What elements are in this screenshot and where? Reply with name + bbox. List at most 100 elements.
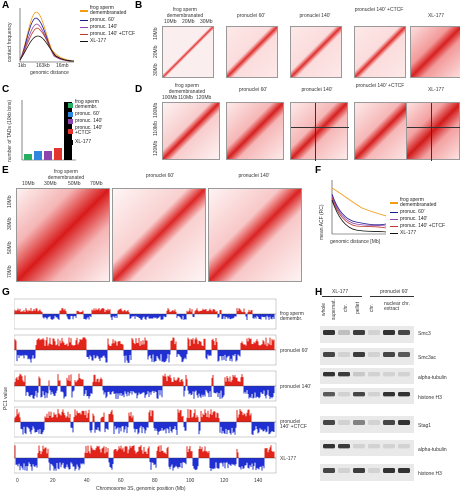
bar-0 bbox=[24, 154, 32, 160]
panel-e-ytick: 30Mb bbox=[7, 217, 13, 230]
panel-label-a: A bbox=[2, 0, 10, 11]
panel-b: frog sperm demembranated pronuclei 60' p… bbox=[140, 0, 460, 82]
panel-f-ylabel: mean ACF (RC) bbox=[319, 204, 325, 240]
panel-e-heatmap-pronuc-140 bbox=[208, 188, 302, 282]
panel-e-title-2: pronuclei 140' bbox=[238, 173, 270, 179]
panel-a-xlabel: genomic distance bbox=[30, 70, 69, 76]
panel-f-legend-item: pronuc. 140' bbox=[390, 217, 427, 222]
panel-h: XL-177 pronuclei 60' whole supernat. chr… bbox=[318, 290, 460, 500]
panel-d-xtick: 100Mb bbox=[162, 95, 178, 101]
panel-e-heatmap-frog-sperm bbox=[16, 188, 110, 282]
panel-b-heatmap-xl177 bbox=[410, 26, 460, 78]
acf-pronuc-60 bbox=[331, 193, 387, 226]
panel-h-row-h3: histone H3 bbox=[418, 395, 442, 401]
panel-a-legend-item: pronuc. 60' bbox=[80, 18, 115, 23]
panel-c-legend-item: XL-177 bbox=[68, 140, 91, 145]
panel-f-legend-item: pronuc. 140' +CTCF bbox=[390, 224, 445, 229]
panel-d-ytick: 120Mb bbox=[153, 140, 159, 156]
panel-label-d: D bbox=[135, 84, 143, 95]
panel-d-title-0: frog sperm demembranated bbox=[168, 83, 206, 95]
panel-d-heatmap-pronuc-140-ctcf bbox=[354, 102, 412, 160]
panel-f-legend-item: XL-177 bbox=[390, 231, 416, 236]
panel-h-col-2: chr. bbox=[343, 303, 349, 312]
panel-g-track-label-4: XL-177 bbox=[280, 456, 297, 462]
panel-a: contact frequency 1kb 163kb 16mb genomic… bbox=[0, 0, 135, 82]
bar-1 bbox=[34, 151, 42, 160]
bar-2 bbox=[44, 151, 52, 160]
panel-a-legend-item: XL-177 bbox=[80, 39, 106, 44]
panel-g: PC1 value frog sperm demembr. pronuclei … bbox=[0, 290, 312, 500]
panel-a-legend-item: frog sperm demembranated bbox=[80, 6, 132, 16]
panel-b-heatmap-pronuc-140 bbox=[290, 26, 342, 78]
bar-3 bbox=[54, 148, 62, 160]
panel-d-heatmap-pronuc-60 bbox=[226, 102, 284, 160]
panel-c: number of TADs (10kb bins) frog sperm de… bbox=[0, 84, 134, 164]
panel-d-xtick: 110Mb bbox=[178, 95, 193, 101]
panel-g-xlabel: Chromosome 3S, genomic position (Mb) bbox=[96, 486, 186, 492]
panel-g-xtick: 20 bbox=[50, 478, 56, 484]
panel-a-plot bbox=[19, 8, 75, 63]
panel-h-row-tubulin: alpha-tubulin bbox=[418, 375, 447, 381]
panel-b-ytick: 10Mb bbox=[153, 27, 159, 40]
panel-b-title-3: pronuclei 140' +CTCF bbox=[354, 7, 404, 13]
panel-e-title-0: frog sperm demembranated bbox=[47, 169, 85, 181]
panel-h-col-1: supernat. bbox=[331, 299, 337, 320]
panel-b-ytick: 20Mb bbox=[153, 45, 159, 58]
panel-g-xtick: 120 bbox=[220, 478, 229, 484]
panel-a-xtick-0: 1kb bbox=[18, 63, 27, 69]
panel-h-western-blots bbox=[320, 326, 414, 481]
panel-g-track-label-0: frog sperm demembr. bbox=[280, 311, 304, 322]
panel-a-legend-item: pronuc. 140' +CTCF bbox=[80, 32, 135, 37]
panel-g-xtick: 80 bbox=[152, 478, 158, 484]
panel-d-title-2: pronuclei 140' bbox=[301, 87, 333, 93]
panel-g-track-label-1: pronuclei 60' bbox=[280, 348, 309, 354]
panel-g-track-label-3: pronuclei 140' +CTCF bbox=[280, 419, 307, 430]
panel-b-xtick: 20Mb bbox=[182, 19, 195, 25]
panel-b-heatmap-pronuc-60 bbox=[226, 26, 278, 78]
panel-g-xtick: 60 bbox=[118, 478, 124, 484]
panel-e-title-1: pronuclei 60' bbox=[145, 173, 175, 179]
panel-c-legend-item: frog sperm demembr. bbox=[68, 100, 111, 110]
curve-frog-sperm bbox=[19, 11, 75, 62]
panel-d-ytick: 110Mb bbox=[153, 121, 159, 136]
panel-h-col-4: chr. bbox=[369, 303, 375, 312]
panel-label-h: H bbox=[315, 287, 323, 298]
panel-e-xtick: 30Mb bbox=[44, 181, 57, 187]
panel-a-xtick-2: 16mb bbox=[56, 63, 69, 69]
panel-f-xlabel: genomic distance [Mb] bbox=[330, 239, 381, 245]
panel-a-ylabel: contact frequency bbox=[7, 22, 13, 62]
panel-f-plot bbox=[331, 180, 387, 235]
panel-e-xtick: 50Mb bbox=[68, 181, 81, 187]
panel-e-ytick: 70Mb bbox=[7, 265, 13, 278]
panel-d: frog sperm demembranated pronuclei 60' p… bbox=[140, 83, 460, 164]
panel-b-title-2: pronuclei 140' bbox=[299, 13, 331, 19]
panel-b-title-4: XL-177 bbox=[427, 13, 445, 19]
panel-b-heatmap-pronuc-140-ctcf bbox=[354, 26, 406, 78]
panel-g-tracks bbox=[14, 298, 277, 474]
panel-g-track-label-2: pronuclei 140' bbox=[280, 384, 311, 390]
panel-label-c: C bbox=[2, 84, 10, 95]
acf-pronuc-140 bbox=[331, 195, 387, 227]
panel-label-f: F bbox=[315, 165, 322, 176]
panel-e-xtick: 70Mb bbox=[90, 181, 103, 187]
panel-h-row-h32: histone H3 bbox=[418, 471, 442, 477]
panel-b-heatmap-frog-sperm bbox=[162, 26, 214, 78]
acf-frog-sperm bbox=[331, 187, 387, 217]
panel-a-xtick-1: 163kb bbox=[36, 63, 50, 69]
panel-h-row-smc3ac: Smc3ac bbox=[418, 355, 437, 361]
panel-d-title-1: pronuclei 60' bbox=[238, 87, 268, 93]
panel-h-col-3: pellet bbox=[355, 302, 361, 314]
panel-d-heatmap-frog-sperm bbox=[162, 102, 220, 160]
panel-f-legend-item: pronuc. 60' bbox=[390, 210, 425, 215]
panel-h-row-stag1: Stag1 bbox=[418, 423, 432, 429]
panel-label-g: G bbox=[2, 287, 10, 298]
panel-e-ytick: 50Mb bbox=[7, 241, 13, 254]
panel-c-legend-item: pronuc. 140' bbox=[68, 119, 102, 124]
panel-e-xtick: 10Mb bbox=[22, 181, 35, 187]
panel-b-ytick: 30Mb bbox=[153, 63, 159, 76]
panel-b-title-0: frog sperm demembranated bbox=[166, 7, 204, 19]
panel-g-xtick: 0 bbox=[16, 478, 19, 484]
panel-d-heatmap-pronuc-140 bbox=[290, 102, 349, 161]
panel-f: mean ACF (RC) genomic distance [Mb] frog… bbox=[318, 168, 460, 286]
curve-xl177 bbox=[19, 35, 75, 62]
